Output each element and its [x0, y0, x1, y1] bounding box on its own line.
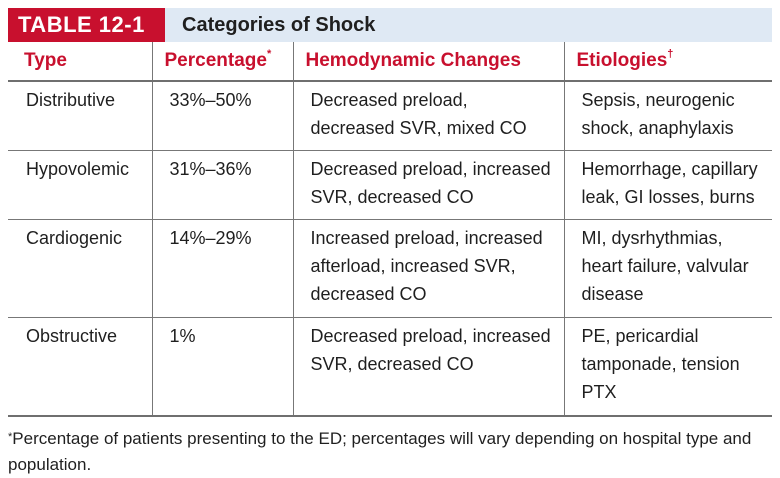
cell-hemodynamic-changes: Decreased preload, increased SVR, decrea…	[292, 317, 564, 417]
column-header-percentage: Percentage*	[151, 42, 293, 82]
footnote-text: Percentage of patients presenting to the…	[8, 429, 752, 474]
cell-percentage: 1%	[151, 317, 293, 417]
cell-etiologies: MI, dysrhythmias, heart failure, valvula…	[563, 219, 772, 318]
header-row: Type Percentage* Hemodynamic Changes Eti…	[8, 42, 772, 82]
cell-type: Hypovolemic	[8, 150, 152, 220]
table-footnote: *Percentage of patients presenting to th…	[8, 426, 778, 478]
column-header-etiologies: Etiologies†	[563, 42, 772, 82]
table-row: Distributive 33%–50% Decreased preload, …	[8, 81, 772, 151]
cell-etiologies: PE, pericardial tamponade, tension PTX	[563, 317, 772, 417]
cell-hemodynamic-changes: Increased preload, increased afterload, …	[292, 219, 564, 318]
cell-type: Cardiogenic	[8, 219, 152, 318]
cell-type: Distributive	[8, 81, 152, 151]
footnote-marker: *	[266, 48, 272, 60]
table-row: Cardiogenic 14%–29% Increased preload, i…	[8, 219, 772, 318]
cell-percentage: 33%–50%	[151, 81, 293, 151]
cell-type: Obstructive	[8, 317, 152, 417]
cell-hemodynamic-changes: Decreased preload, increased SVR, decrea…	[292, 150, 564, 220]
column-header-hemodynamic-changes: Hemodynamic Changes	[292, 42, 564, 82]
shock-categories-table: Type Percentage* Hemodynamic Changes Eti…	[8, 42, 772, 417]
column-header-type: Type	[8, 42, 152, 82]
cell-etiologies: Sepsis, neurogenic shock, anaphylaxis	[563, 81, 772, 151]
table-title-bar: TABLE 12-1 Categories of Shock	[8, 8, 772, 42]
cell-hemodynamic-changes: Decreased preload, decreased SVR, mixed …	[292, 81, 564, 151]
footnote-marker: *	[8, 431, 13, 443]
table-number-label: TABLE 12-1	[8, 8, 165, 42]
table-row: Obstructive 1% Decreased preload, increa…	[8, 317, 772, 417]
cell-percentage: 14%–29%	[151, 219, 293, 318]
cell-etiologies: Hemorrhage, capillary leak, GI losses, b…	[563, 150, 772, 220]
cell-percentage: 31%–36%	[151, 150, 293, 220]
dagger-marker: †	[667, 48, 674, 60]
table-caption: Categories of Shock	[182, 14, 376, 36]
table-row: Hypovolemic 31%–36% Decreased preload, i…	[8, 150, 772, 220]
